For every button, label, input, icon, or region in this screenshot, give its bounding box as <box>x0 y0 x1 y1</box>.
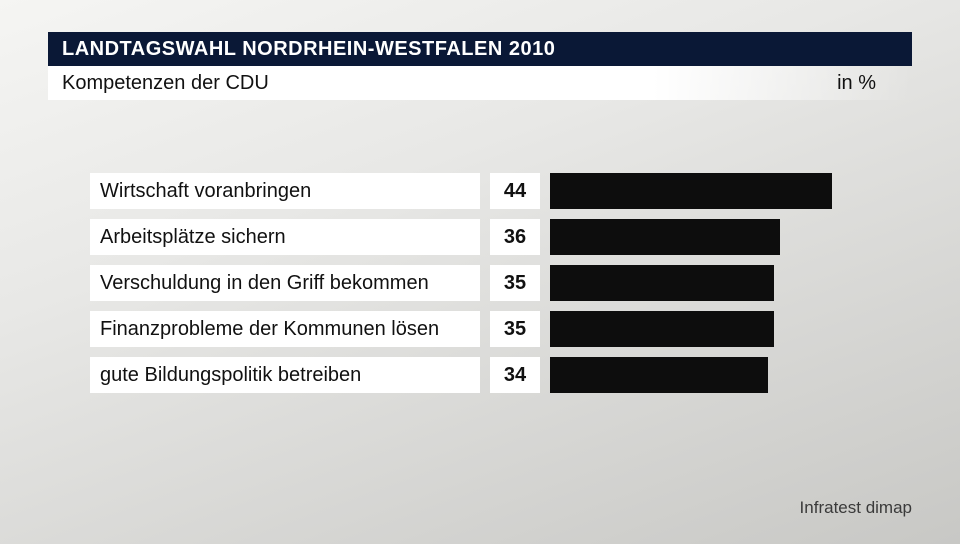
row-value: 44 <box>490 173 540 209</box>
bar-holder <box>550 265 870 301</box>
bar-holder <box>550 357 870 393</box>
row-value: 34 <box>490 357 540 393</box>
row-label: Arbeitsplätze sichern <box>90 219 480 255</box>
bar-holder <box>550 173 870 209</box>
subtitle: Kompetenzen der CDU <box>62 72 269 95</box>
chart-row: Arbeitsplätze sichern 36 <box>90 216 870 258</box>
bar <box>550 265 774 301</box>
row-label: Verschuldung in den Griff bekommen <box>90 265 480 301</box>
row-label: Wirtschaft voranbringen <box>90 173 480 209</box>
row-label: Finanzprobleme der Kommunen lösen <box>90 311 480 347</box>
subheader-bar: Kompetenzen der CDU in % <box>48 66 912 100</box>
chart-row: Finanzprobleme der Kommunen lösen 35 <box>90 308 870 350</box>
chart-row: Verschuldung in den Griff bekommen 35 <box>90 262 870 304</box>
bar <box>550 311 774 347</box>
chart: Wirtschaft voranbringen 44 Arbeitsplätze s… <box>90 170 870 400</box>
chart-row: gute Bildungspolitik betreiben 34 <box>90 354 870 396</box>
bar <box>550 219 780 255</box>
header-title: LANDTAGSWAHL NORDRHEIN-WESTFALEN 2010 <box>62 38 555 61</box>
row-value: 35 <box>490 311 540 347</box>
bar <box>550 357 768 393</box>
bar-holder <box>550 219 870 255</box>
unit-label: in % <box>837 72 876 95</box>
header-bar: LANDTAGSWAHL NORDRHEIN-WESTFALEN 2010 <box>48 32 912 66</box>
chart-row: Wirtschaft voranbringen 44 <box>90 170 870 212</box>
bar <box>550 173 832 209</box>
row-label: gute Bildungspolitik betreiben <box>90 357 480 393</box>
row-value: 35 <box>490 265 540 301</box>
bar-holder <box>550 311 870 347</box>
source-label: Infratest dimap <box>800 498 912 518</box>
row-value: 36 <box>490 219 540 255</box>
